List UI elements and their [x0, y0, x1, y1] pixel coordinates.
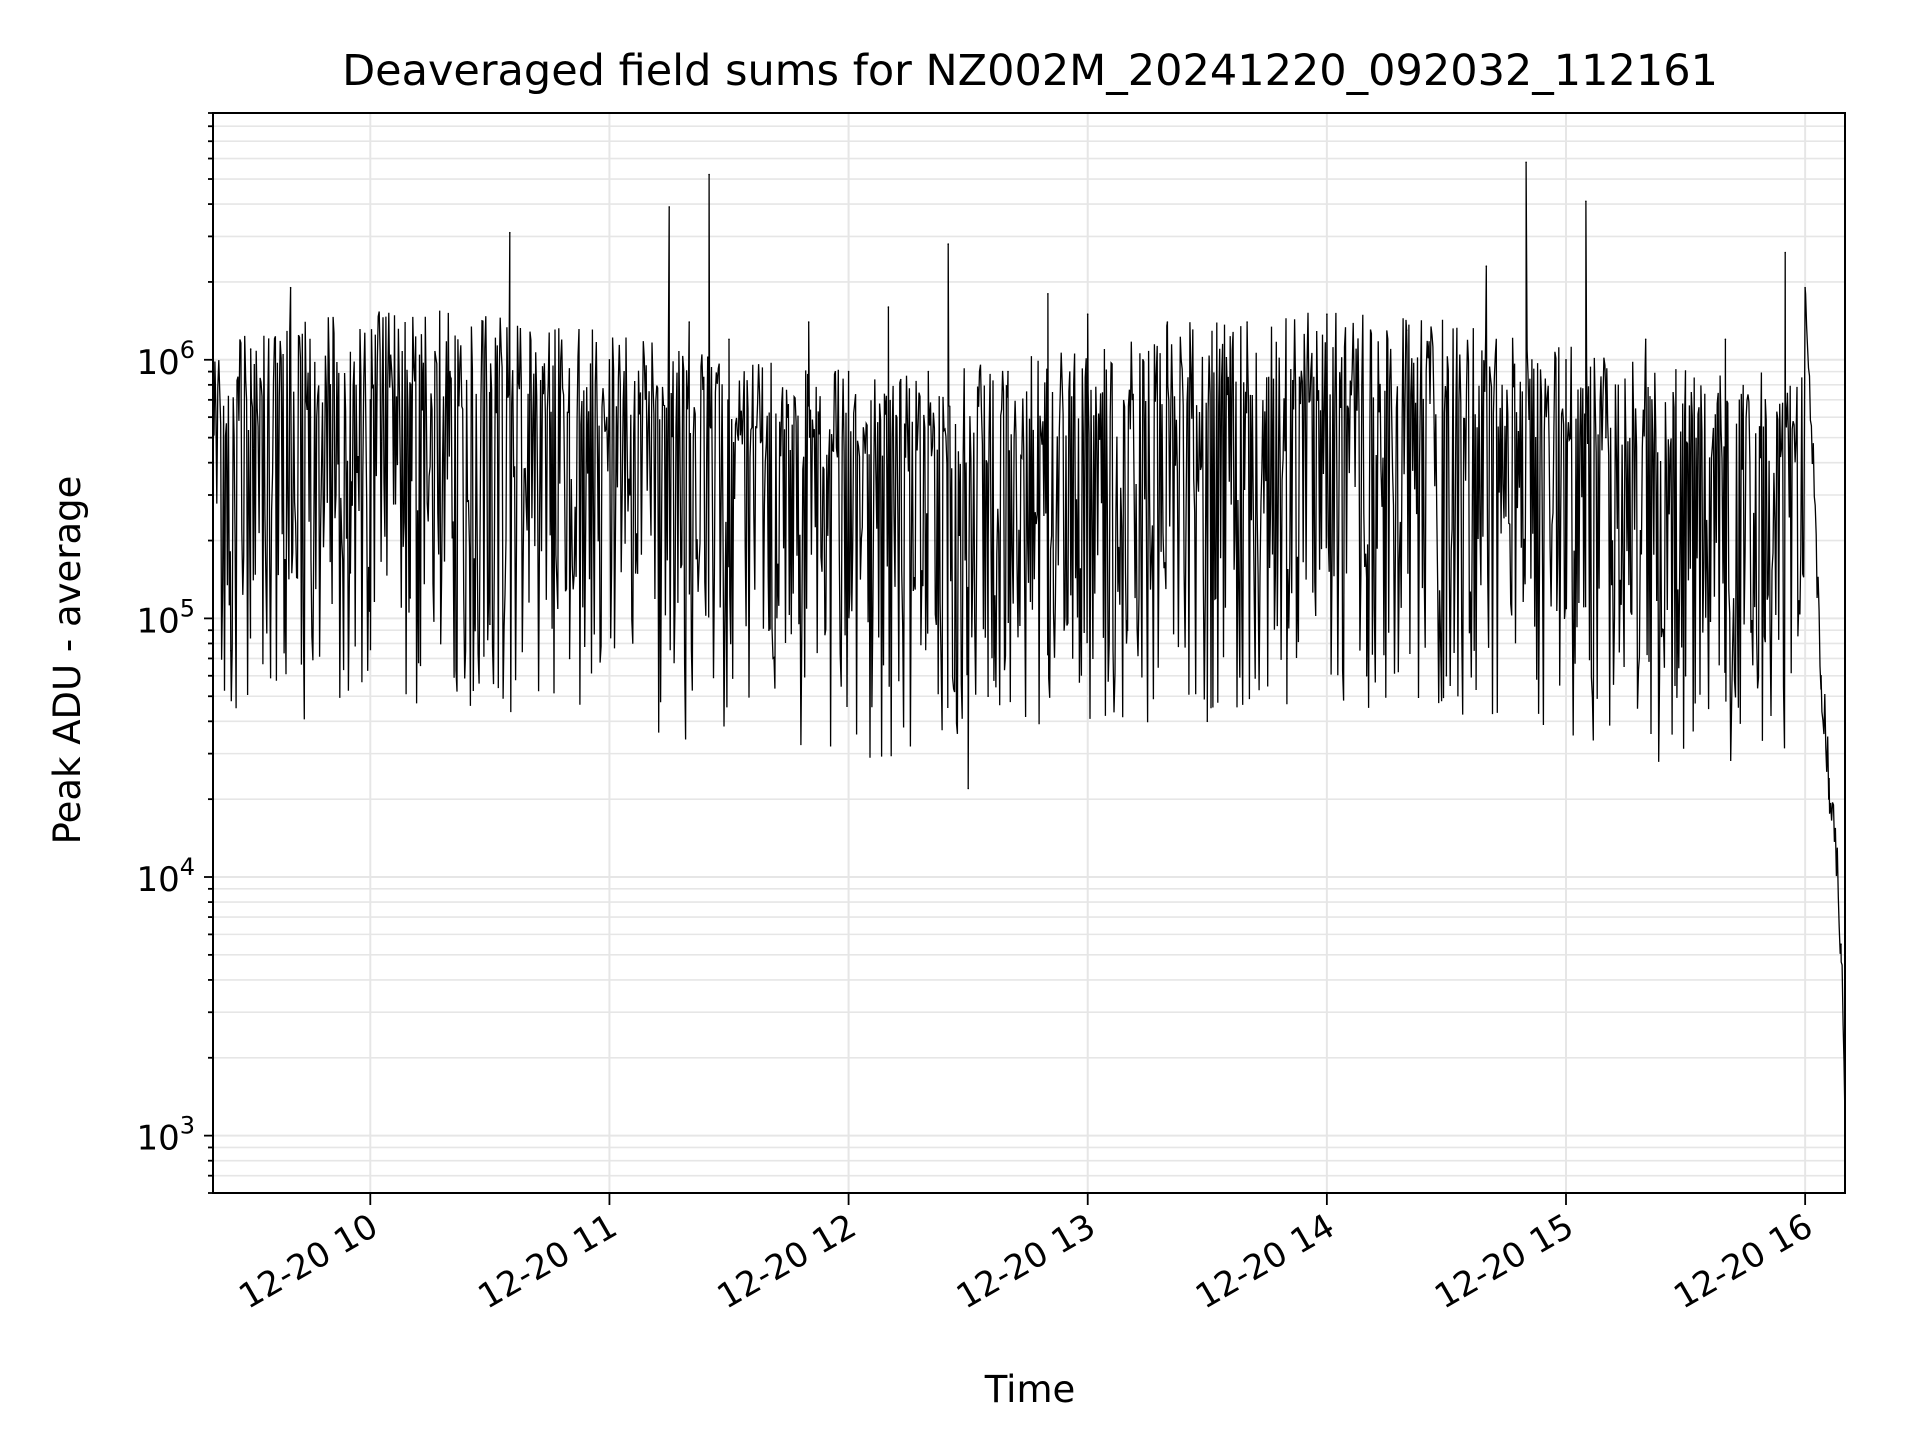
data-point: [1804, 286, 1806, 289]
y-tick-base: 10: [136, 1119, 179, 1159]
data-point: [768, 629, 770, 631]
y-tick-base: 10: [136, 860, 179, 900]
data-point: [688, 321, 690, 323]
data-point: [329, 384, 332, 386]
data-point: [1764, 399, 1767, 401]
x-axis-label: Time: [984, 1368, 1076, 1411]
data-point: [1828, 777, 1830, 780]
data-point: [947, 243, 949, 245]
y-tick-label: 106: [136, 336, 195, 383]
data-point: [1724, 338, 1727, 341]
data-point: [1206, 720, 1209, 723]
y-tick-label: 105: [136, 594, 195, 641]
data-point: [309, 416, 312, 419]
data-point: [1286, 657, 1288, 660]
data-point: [1836, 855, 1838, 858]
data-point: [987, 695, 989, 697]
data-point: [1445, 675, 1448, 677]
data-point: [1047, 293, 1049, 295]
plot-frame: [212, 112, 1846, 1194]
data-point: [1086, 313, 1089, 316]
y-tick-base: 10: [136, 343, 179, 383]
data-point: [568, 657, 571, 660]
data-point: [528, 399, 531, 401]
data-point: [1365, 675, 1368, 677]
data-point: [608, 359, 611, 361]
y-axis-label: Peak ADU - average: [46, 476, 89, 845]
data-point: [449, 370, 451, 373]
data-point: [230, 649, 232, 652]
y-tick-base: 10: [136, 601, 179, 641]
data-point: [1605, 436, 1607, 439]
data-point: [1644, 338, 1647, 341]
data-point: [249, 348, 252, 350]
data-point: [1485, 265, 1488, 268]
y-tick-exponent: 4: [180, 853, 195, 881]
data-point: [1246, 321, 1248, 323]
data-point: [1326, 313, 1328, 316]
data-point: [1126, 629, 1129, 631]
data-point: [1784, 251, 1786, 254]
data-point: [807, 321, 810, 323]
data-point: [409, 597, 412, 599]
data-point: [668, 206, 670, 208]
data-point: [927, 370, 930, 373]
data-point: [349, 572, 352, 574]
data-point: [847, 370, 850, 373]
data-point: [728, 338, 730, 341]
data-point: [967, 787, 969, 790]
data-point: [509, 231, 511, 234]
data-point: [1820, 675, 1822, 677]
data-point: [1585, 200, 1587, 203]
data-point: [1405, 329, 1408, 332]
chart-title: Deaveraged field sums for NZ002M_2024122…: [342, 46, 1718, 96]
data-point: [269, 629, 272, 631]
y-tick-exponent: 6: [180, 336, 195, 364]
y-tick-label: 103: [136, 1112, 195, 1159]
data-point: [887, 306, 890, 308]
y-tick-label: 104: [136, 853, 195, 900]
data-point: [1684, 675, 1687, 677]
data-point: [1007, 370, 1009, 373]
y-tick-exponent: 3: [180, 1112, 195, 1140]
series-line: [212, 162, 1846, 1125]
data-point: [1166, 321, 1169, 323]
data-point: [1525, 161, 1527, 164]
data-point: [1812, 456, 1814, 459]
data-point: [1840, 943, 1842, 945]
data-point: [708, 173, 710, 176]
data-point: [1565, 359, 1567, 361]
y-tick-exponent: 5: [180, 594, 195, 622]
data-point: [648, 416, 651, 419]
data-point: [289, 286, 292, 289]
data-point: [489, 623, 491, 625]
data-series: [212, 161, 1846, 1126]
data-point: [369, 399, 372, 401]
